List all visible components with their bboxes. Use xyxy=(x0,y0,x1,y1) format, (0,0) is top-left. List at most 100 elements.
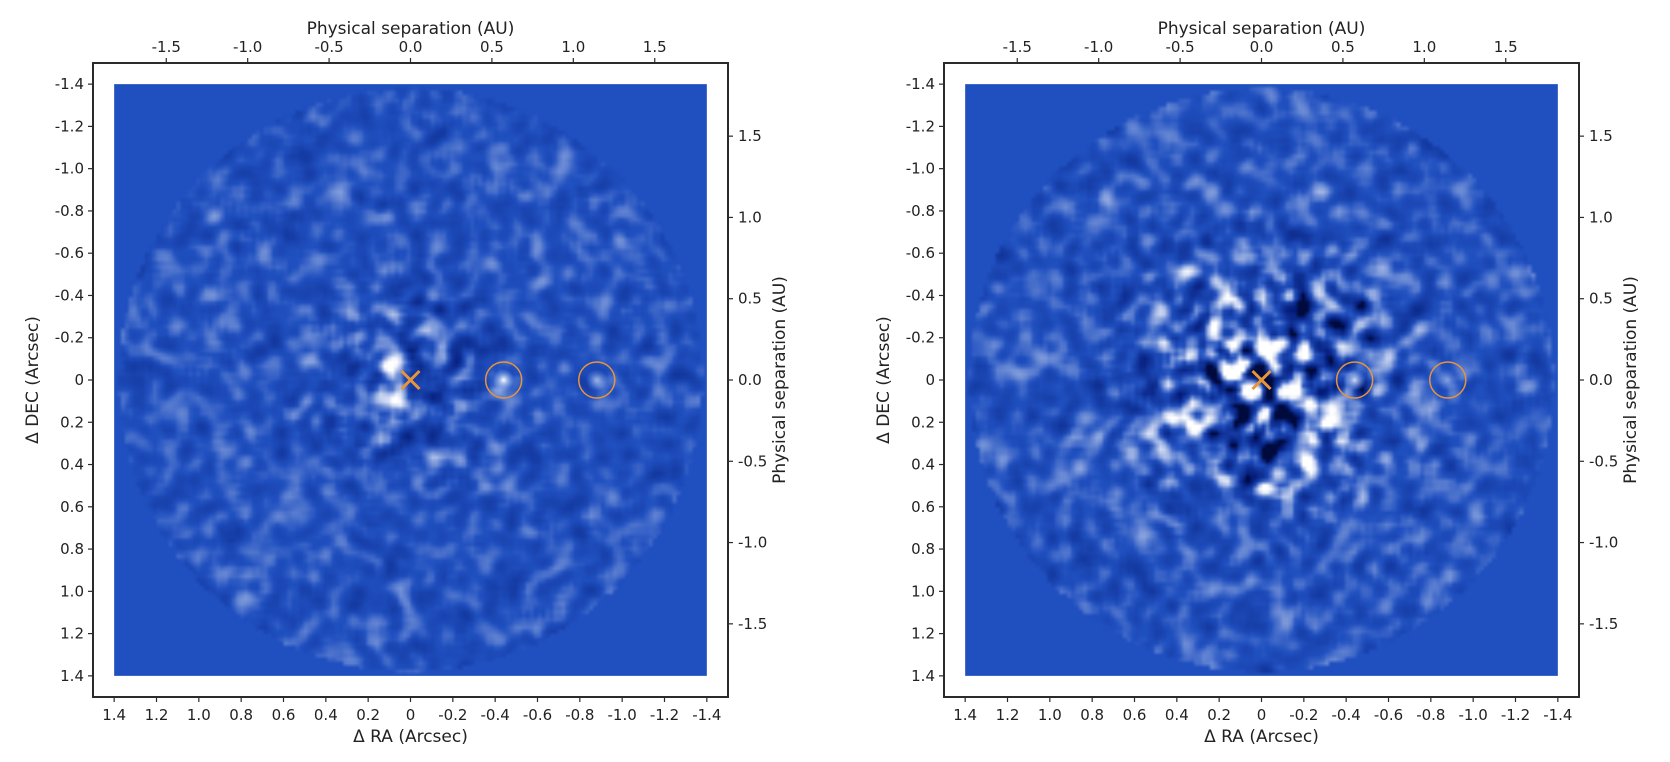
companion-b-source xyxy=(1343,369,1366,391)
y-tick-label: -0.2 xyxy=(55,329,84,347)
y-tick-label: -0.8 xyxy=(55,202,84,220)
top-tick-label: 0.5 xyxy=(480,38,504,56)
x-tick-label: -1.0 xyxy=(1459,706,1488,724)
top-tick-label: 1.5 xyxy=(1494,38,1518,56)
y-tick-label: -0.2 xyxy=(906,329,935,347)
x-tick-label: -1.2 xyxy=(650,706,679,724)
x-axis-title: Δ RA (Arcsec) xyxy=(1204,727,1319,747)
x-tick-label: 1.0 xyxy=(187,706,211,724)
right-tick-label: -1.0 xyxy=(738,534,767,552)
top-tick-label: 1.5 xyxy=(643,38,667,56)
x-tick-label: -1.0 xyxy=(608,706,637,724)
top-tick-label: 1.0 xyxy=(1412,38,1436,56)
x-tick-label: 1.2 xyxy=(996,706,1020,724)
companion-c-source xyxy=(1436,369,1459,391)
y-tick-label: 1.2 xyxy=(911,625,935,643)
x-tick-label: -1.2 xyxy=(1501,706,1530,724)
y-tick-label: -1.2 xyxy=(55,117,84,135)
y-tick-label: 0.2 xyxy=(911,413,935,431)
y-tick-label: -1.4 xyxy=(906,75,935,93)
y-tick-label: 1.4 xyxy=(60,667,84,685)
right-tick-label: -0.5 xyxy=(738,452,767,470)
y-tick-label: 0 xyxy=(74,371,84,389)
x-tick-label: -0.2 xyxy=(438,706,467,724)
x-tick-label: -0.6 xyxy=(523,706,552,724)
top-tick-label: -0.5 xyxy=(314,38,343,56)
right-tick-label: 0.5 xyxy=(1589,290,1613,308)
right-axis-title: Physical separation (AU) xyxy=(770,276,790,484)
y-axis-title: Δ DEC (Arcsec) xyxy=(23,316,43,444)
x-tick-label: 1.4 xyxy=(953,706,977,724)
x-tick-label: -0.8 xyxy=(565,706,594,724)
y-tick-label: -0.4 xyxy=(906,286,935,304)
companion-b-source xyxy=(492,369,515,391)
x-tick-label: 0.8 xyxy=(1080,706,1104,724)
y-tick-label: 1.2 xyxy=(60,625,84,643)
x-tick-label: -1.4 xyxy=(692,706,721,724)
top-axis-title: Physical separation (AU) xyxy=(307,19,515,39)
top-tick-label: -1.5 xyxy=(1003,38,1032,56)
right-tick-label: 1.5 xyxy=(1589,127,1613,145)
right-tick-label: -1.5 xyxy=(738,615,767,633)
top-tick-label: -1.0 xyxy=(233,38,262,56)
x-tick-label: 1.2 xyxy=(145,706,169,724)
right-tick-label: 1.0 xyxy=(1589,208,1613,226)
y-tick-label: 0.6 xyxy=(911,498,935,516)
companion-c-circle-marker xyxy=(578,361,616,399)
y-tick-label: -0.6 xyxy=(55,244,84,262)
x-tick-label: 1.4 xyxy=(102,706,126,724)
x-tick-label: 0 xyxy=(406,706,416,724)
y-tick-label: 0.8 xyxy=(60,540,84,558)
x-tick-label: -0.6 xyxy=(1374,706,1403,724)
y-tick-label: -1.2 xyxy=(906,117,935,135)
y-tick-label: 0.4 xyxy=(911,456,935,474)
x-tick-label: 0.2 xyxy=(356,706,380,724)
y-tick-label: -1.0 xyxy=(906,160,935,178)
right-tick-label: 0.5 xyxy=(738,290,762,308)
x-tick-label: -1.4 xyxy=(1543,706,1572,724)
right-tick-label: -1.5 xyxy=(1589,615,1618,633)
top-tick-label: -1.5 xyxy=(152,38,181,56)
y-axis-title: Δ DEC (Arcsec) xyxy=(874,316,894,444)
top-tick-label: 1.0 xyxy=(561,38,585,56)
right-axis-title: Physical separation (AU) xyxy=(1621,276,1641,484)
y-tick-label: 0 xyxy=(925,371,935,389)
y-tick-label: 0.2 xyxy=(60,413,84,431)
x-tick-label: 0.4 xyxy=(1165,706,1189,724)
y-tick-label: 0.6 xyxy=(60,498,84,516)
y-tick-label: -0.6 xyxy=(906,244,935,262)
companion-c-circle-marker xyxy=(1429,361,1467,399)
x-tick-label: -0.2 xyxy=(1289,706,1318,724)
right-tick-label: -1.0 xyxy=(1589,534,1618,552)
y-tick-label: 0.4 xyxy=(60,456,84,474)
y-tick-label: 0.8 xyxy=(911,540,935,558)
panel-right: 1.4 1.2 1.0 0.8 0.6 0.4 0.2 0 -0.2 -0.4 -0.6 -0.8 -1… xyxy=(874,19,1641,747)
y-tick-label: 1.0 xyxy=(911,582,935,600)
x-tick-label: -0.4 xyxy=(1332,706,1361,724)
y-tick-label: 1.4 xyxy=(911,667,935,685)
panel-left: 1.4 1.2 1.0 0.8 0.6 0.4 0.2 0 -0.2 -0.4 -0.6 -0.8 -1… xyxy=(23,19,790,747)
y-tick-label: -1.0 xyxy=(55,160,84,178)
x-axis-title: Δ RA (Arcsec) xyxy=(353,727,468,747)
y-tick-label: -0.8 xyxy=(906,202,935,220)
x-tick-label: 0.2 xyxy=(1207,706,1231,724)
x-tick-label: 0.8 xyxy=(229,706,253,724)
top-tick-label: 0.5 xyxy=(1331,38,1355,56)
companion-c-source xyxy=(585,369,608,391)
right-tick-label: 0.0 xyxy=(1589,371,1613,389)
star-x-marker xyxy=(400,369,421,391)
top-tick-label: -1.0 xyxy=(1084,38,1113,56)
x-tick-label: 1.0 xyxy=(1038,706,1062,724)
x-tick-label: 0 xyxy=(1257,706,1267,724)
x-tick-label: 0.6 xyxy=(1123,706,1147,724)
top-tick-label: 0.0 xyxy=(1250,38,1274,56)
top-tick-label: 0.0 xyxy=(399,38,423,56)
y-tick-label: -0.4 xyxy=(55,286,84,304)
top-tick-label: -0.5 xyxy=(1165,38,1194,56)
x-tick-label: 0.6 xyxy=(272,706,296,724)
companion-b-circle-marker xyxy=(1335,361,1374,399)
companion-b-circle-marker xyxy=(484,361,523,399)
x-tick-label: -0.4 xyxy=(481,706,510,724)
x-tick-label: -0.8 xyxy=(1416,706,1445,724)
